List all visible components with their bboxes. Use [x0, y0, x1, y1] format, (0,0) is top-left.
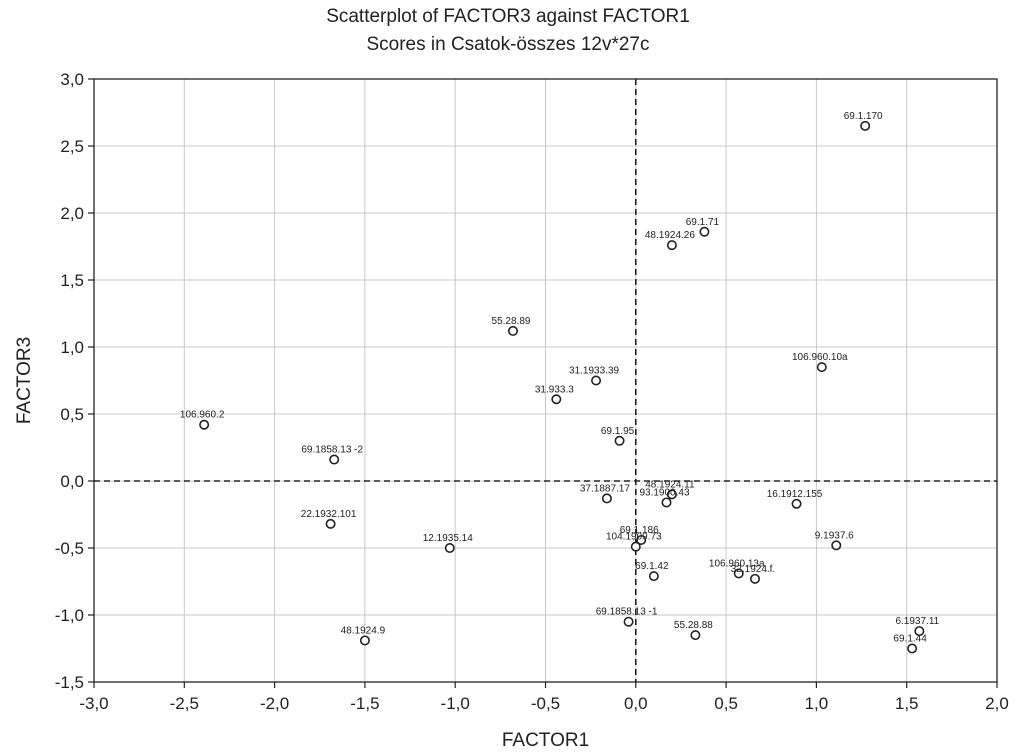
data-point-label: 37.1887.17 [580, 483, 630, 494]
x-tick-label: 0,5 [714, 694, 738, 713]
data-point [551, 394, 562, 405]
data-point-label: 12.1935.14 [423, 533, 473, 544]
data-point [507, 325, 518, 336]
data-point [699, 226, 710, 237]
data-point [831, 540, 842, 551]
data-point [791, 498, 802, 509]
x-tick-label: 0,0 [624, 694, 648, 713]
data-point-label: 93.1900.43 [639, 487, 689, 498]
data-point [733, 568, 744, 579]
y-tick-label: -0,5 [55, 539, 84, 558]
data-point-label: 106.960.2 [180, 410, 225, 421]
y-tick-label: 2,0 [60, 204, 84, 223]
data-point [591, 375, 602, 386]
y-tick-label: -1,0 [55, 606, 84, 625]
data-point-label: 55.28.89 [492, 316, 531, 327]
data-point [648, 571, 659, 582]
y-tick-label: 2,5 [60, 137, 84, 156]
data-point-label: 6.1937.11 [895, 616, 939, 627]
y-axis-label: FACTOR3 [14, 337, 35, 424]
data-point-label: 69.1.44 [893, 634, 927, 645]
data-point [907, 643, 918, 654]
x-tick-label: -1,0 [441, 694, 470, 713]
y-tick-label: 3,0 [60, 70, 84, 89]
y-tick-label: -1,5 [55, 673, 84, 692]
y-tick-label: 1,0 [60, 338, 84, 357]
y-tick-label: 0,5 [60, 405, 84, 424]
data-point [860, 120, 871, 131]
x-tick-label: -0,5 [531, 694, 560, 713]
data-point [636, 534, 647, 545]
data-point-label: 48.1924.26 [645, 230, 695, 241]
data-point-label: 55.28.88 [674, 620, 713, 631]
x-tick-label: -1,5 [350, 694, 379, 713]
data-point-label: 69.1.95 [601, 426, 635, 437]
data-point-label: 48.1924.9 [341, 625, 386, 636]
data-point-label: 32.1924.f. [731, 564, 775, 575]
data-point-label: 106.960.10a [792, 352, 848, 363]
data-point [614, 435, 625, 446]
data-point-label: 9.1937.6 [815, 530, 854, 541]
data-point [325, 518, 336, 529]
x-tick-label: -3,0 [79, 694, 108, 713]
x-axis-label: FACTOR1 [502, 730, 589, 751]
data-point-label: 48.1924.11 [645, 479, 695, 490]
chart-title: Scatterplot of FACTOR3 against FACTOR1 [326, 6, 690, 27]
data-point [690, 630, 701, 641]
data-point [623, 616, 634, 627]
data-point [199, 419, 210, 430]
x-tick-label: 1,5 [895, 694, 919, 713]
x-tick-label: -2,5 [170, 694, 199, 713]
x-tick-label: 2,0 [985, 694, 1009, 713]
data-point-label: 69.1.186 [620, 525, 659, 536]
data-point [329, 454, 340, 465]
data-point [630, 541, 641, 552]
data-point [914, 626, 925, 637]
data-point-label: 69.1.42 [635, 561, 669, 572]
data-point [749, 573, 760, 584]
chart-subtitle: Scores in Csatok-összes 12v*27c [366, 34, 650, 55]
data-point [666, 489, 677, 500]
data-point [661, 497, 672, 508]
data-point-label: 69.1.170 [844, 111, 883, 122]
data-point-label: 69.1858.13 -1 [596, 607, 658, 618]
data-point-label: 22.1932.101 [301, 509, 357, 520]
x-tick-label: 1,0 [805, 694, 829, 713]
data-point [666, 240, 677, 251]
data-point [601, 493, 612, 504]
data-point [359, 635, 370, 646]
y-tick-label: 0,0 [60, 472, 84, 491]
data-point-label: 106.960.13a [709, 558, 765, 569]
data-point-label: 104.1909.73 [606, 532, 662, 543]
x-tick-label: -2,0 [260, 694, 289, 713]
data-point-label: 16.1912.155 [767, 489, 823, 500]
data-point-label: 69.1858.13 -2 [301, 445, 363, 456]
data-point [816, 362, 827, 373]
data-point-label: 31.1933.39 [569, 366, 619, 377]
data-point-label: 31.933.3 [535, 384, 574, 395]
data-point-label: 69.1.71 [686, 217, 720, 228]
data-point [444, 542, 455, 553]
y-tick-label: 1,5 [60, 271, 84, 290]
